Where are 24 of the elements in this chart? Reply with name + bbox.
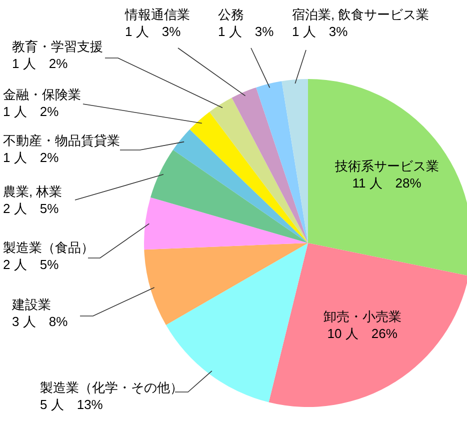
data-label: 3 人 8% (12, 314, 68, 329)
slice-label: 情報通信業 (124, 7, 190, 22)
slice-label: 卸売・小売業 (323, 308, 402, 324)
data-label: 1 人 2% (3, 104, 60, 119)
slice-label: 不動産・物品賃貸業 (3, 133, 120, 148)
slice-label: 公務 (218, 7, 244, 22)
data-label: 1 人 2% (3, 150, 60, 165)
data-label: 2 人 5% (3, 201, 60, 216)
slice-label: 宿泊業, 飲食サービス業 (292, 7, 430, 22)
slice-label: 農業, 林業 (3, 184, 62, 199)
data-label: 1 人 2% (12, 56, 68, 71)
slice-label: 建設業 (11, 297, 51, 312)
slice-label: 金融・保険業 (3, 87, 81, 102)
data-label: 1 人 3% (125, 24, 182, 39)
data-label: 1 人 3% (218, 24, 274, 39)
slice-label: 技術系サービス業 (334, 158, 439, 174)
slice-label: 製造業（化学・その他） (40, 380, 183, 395)
data-label: 10 人 26% (327, 326, 398, 341)
data-label: 1 人 3% (292, 24, 348, 39)
data-label: 5 人 13% (40, 397, 104, 412)
slice-label: 製造業（食品） (3, 240, 94, 255)
data-label: 2 人 5% (3, 257, 60, 272)
slice-label: 教育・学習支援 (12, 39, 103, 54)
data-label: 11 人 28% (352, 176, 422, 191)
